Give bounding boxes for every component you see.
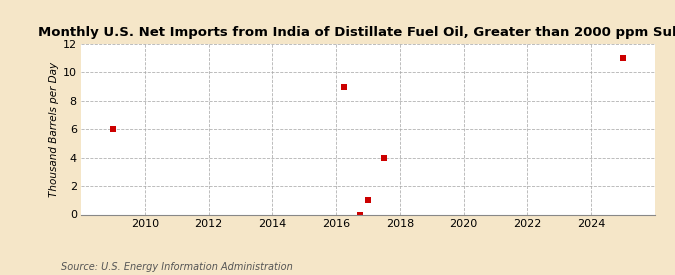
Y-axis label: Thousand Barrels per Day: Thousand Barrels per Day bbox=[49, 62, 59, 197]
Text: Source: U.S. Energy Information Administration: Source: U.S. Energy Information Administ… bbox=[61, 262, 292, 272]
Title: Monthly U.S. Net Imports from India of Distillate Fuel Oil, Greater than 2000 pp: Monthly U.S. Net Imports from India of D… bbox=[38, 26, 675, 39]
